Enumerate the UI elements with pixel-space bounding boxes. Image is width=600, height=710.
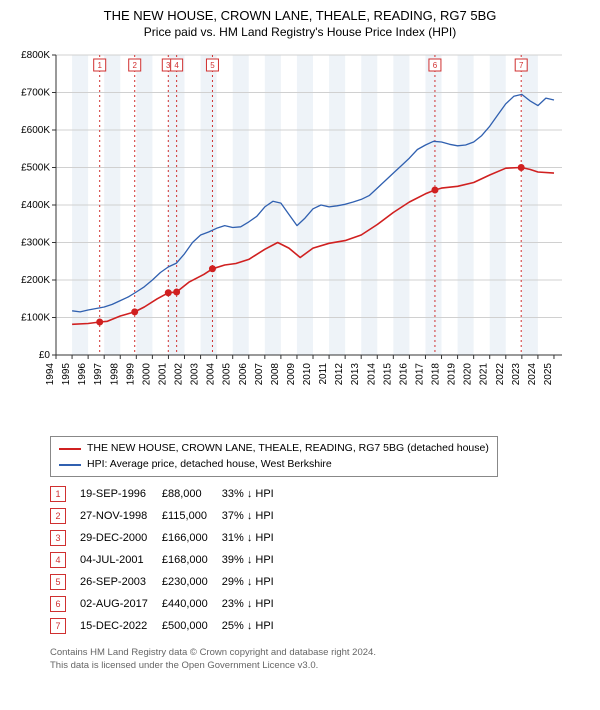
svg-text:2022: 2022 (495, 362, 506, 385)
legend-swatch (59, 464, 81, 466)
tx-diff: 39% ↓ HPI (222, 549, 288, 571)
svg-text:2016: 2016 (398, 362, 409, 385)
chart-area: 1234567£0£100K£200K£300K£400K£500K£600K£… (10, 45, 590, 430)
legend-swatch (59, 448, 81, 450)
svg-text:2008: 2008 (270, 362, 281, 385)
svg-text:2021: 2021 (479, 362, 490, 385)
chart-title-line2: Price paid vs. HM Land Registry's House … (10, 25, 590, 39)
svg-text:2015: 2015 (382, 362, 393, 385)
tx-price: £440,000 (162, 593, 222, 615)
svg-text:4: 4 (174, 61, 179, 70)
tx-number-box: 6 (50, 596, 66, 612)
tx-date: 02-AUG-2017 (80, 593, 162, 615)
tx-date: 26-SEP-2003 (80, 571, 162, 593)
svg-text:6: 6 (433, 61, 438, 70)
tx-diff: 25% ↓ HPI (222, 615, 288, 637)
svg-text:£700K: £700K (21, 87, 50, 98)
svg-text:£100K: £100K (21, 312, 50, 323)
tx-number-box: 5 (50, 574, 66, 590)
legend: THE NEW HOUSE, CROWN LANE, THEALE, READI… (50, 436, 498, 478)
svg-text:£400K: £400K (21, 200, 50, 211)
svg-text:2023: 2023 (511, 362, 522, 385)
table-row: 3 29-DEC-2000£166,00031% ↓ HPI (50, 527, 288, 549)
tx-price: £230,000 (162, 571, 222, 593)
svg-text:2017: 2017 (414, 362, 425, 385)
svg-text:2006: 2006 (238, 362, 249, 385)
svg-text:2004: 2004 (206, 362, 217, 385)
chart-container: THE NEW HOUSE, CROWN LANE, THEALE, READI… (0, 0, 600, 680)
svg-text:1994: 1994 (45, 362, 56, 385)
table-row: 7 15-DEC-2022£500,00025% ↓ HPI (50, 615, 288, 637)
tx-price: £500,000 (162, 615, 222, 637)
tx-date: 29-DEC-2000 (80, 527, 162, 549)
svg-text:£600K: £600K (21, 125, 50, 136)
svg-text:1999: 1999 (125, 362, 136, 385)
svg-text:1996: 1996 (77, 362, 88, 385)
svg-text:2000: 2000 (141, 362, 152, 385)
tx-price: £168,000 (162, 549, 222, 571)
tx-price: £115,000 (162, 505, 222, 527)
svg-text:2014: 2014 (366, 362, 377, 385)
svg-text:2024: 2024 (527, 362, 538, 385)
table-row: 2 27-NOV-1998£115,00037% ↓ HPI (50, 505, 288, 527)
tx-date: 04-JUL-2001 (80, 549, 162, 571)
svg-text:1: 1 (97, 61, 102, 70)
svg-text:2019: 2019 (447, 362, 458, 385)
tx-price: £166,000 (162, 527, 222, 549)
svg-text:£200K: £200K (21, 275, 50, 286)
footer-line1: Contains HM Land Registry data © Crown c… (50, 647, 590, 659)
tx-diff: 33% ↓ HPI (222, 483, 288, 505)
svg-text:5: 5 (210, 61, 215, 70)
svg-text:1995: 1995 (61, 362, 72, 385)
tx-number-box: 3 (50, 530, 66, 546)
svg-text:£500K: £500K (21, 162, 50, 173)
svg-text:2013: 2013 (350, 362, 361, 385)
tx-date: 15-DEC-2022 (80, 615, 162, 637)
table-row: 4 04-JUL-2001£168,00039% ↓ HPI (50, 549, 288, 571)
svg-text:2001: 2001 (157, 362, 168, 385)
svg-text:£0: £0 (39, 350, 51, 361)
table-row: 6 02-AUG-2017£440,00023% ↓ HPI (50, 593, 288, 615)
svg-text:2025: 2025 (543, 362, 554, 385)
attribution-footer: Contains HM Land Registry data © Crown c… (50, 647, 590, 672)
table-row: 5 26-SEP-2003£230,00029% ↓ HPI (50, 571, 288, 593)
svg-text:1998: 1998 (109, 362, 120, 385)
chart-title-line1: THE NEW HOUSE, CROWN LANE, THEALE, READI… (10, 8, 590, 25)
legend-row: THE NEW HOUSE, CROWN LANE, THEALE, READI… (59, 441, 489, 457)
svg-text:2002: 2002 (174, 362, 185, 385)
svg-text:2003: 2003 (190, 362, 201, 385)
line-chart-svg: 1234567£0£100K£200K£300K£400K£500K£600K£… (10, 45, 570, 425)
svg-text:£300K: £300K (21, 237, 50, 248)
tx-number-box: 1 (50, 486, 66, 502)
svg-text:£800K: £800K (21, 50, 50, 61)
tx-diff: 37% ↓ HPI (222, 505, 288, 527)
svg-text:2012: 2012 (334, 362, 345, 385)
footer-line2: This data is licensed under the Open Gov… (50, 660, 590, 672)
table-row: 1 19-SEP-1996£88,00033% ↓ HPI (50, 483, 288, 505)
svg-text:7: 7 (519, 61, 524, 70)
tx-diff: 23% ↓ HPI (222, 593, 288, 615)
legend-label: THE NEW HOUSE, CROWN LANE, THEALE, READI… (87, 441, 489, 457)
svg-text:2005: 2005 (222, 362, 233, 385)
svg-text:2020: 2020 (463, 362, 474, 385)
svg-text:2: 2 (132, 61, 137, 70)
svg-text:2009: 2009 (286, 362, 297, 385)
tx-number-box: 4 (50, 552, 66, 568)
legend-label: HPI: Average price, detached house, West… (87, 457, 332, 473)
svg-text:2010: 2010 (302, 362, 313, 385)
tx-diff: 29% ↓ HPI (222, 571, 288, 593)
svg-text:2007: 2007 (254, 362, 265, 385)
svg-text:2011: 2011 (318, 362, 329, 384)
svg-text:1997: 1997 (93, 362, 104, 385)
legend-row: HPI: Average price, detached house, West… (59, 457, 489, 473)
tx-price: £88,000 (162, 483, 222, 505)
tx-number-box: 2 (50, 508, 66, 524)
tx-date: 19-SEP-1996 (80, 483, 162, 505)
tx-date: 27-NOV-1998 (80, 505, 162, 527)
svg-text:2018: 2018 (431, 362, 442, 385)
tx-number-box: 7 (50, 618, 66, 634)
tx-diff: 31% ↓ HPI (222, 527, 288, 549)
transactions-table: 1 19-SEP-1996£88,00033% ↓ HPI 2 27-NOV-1998… (50, 483, 288, 637)
